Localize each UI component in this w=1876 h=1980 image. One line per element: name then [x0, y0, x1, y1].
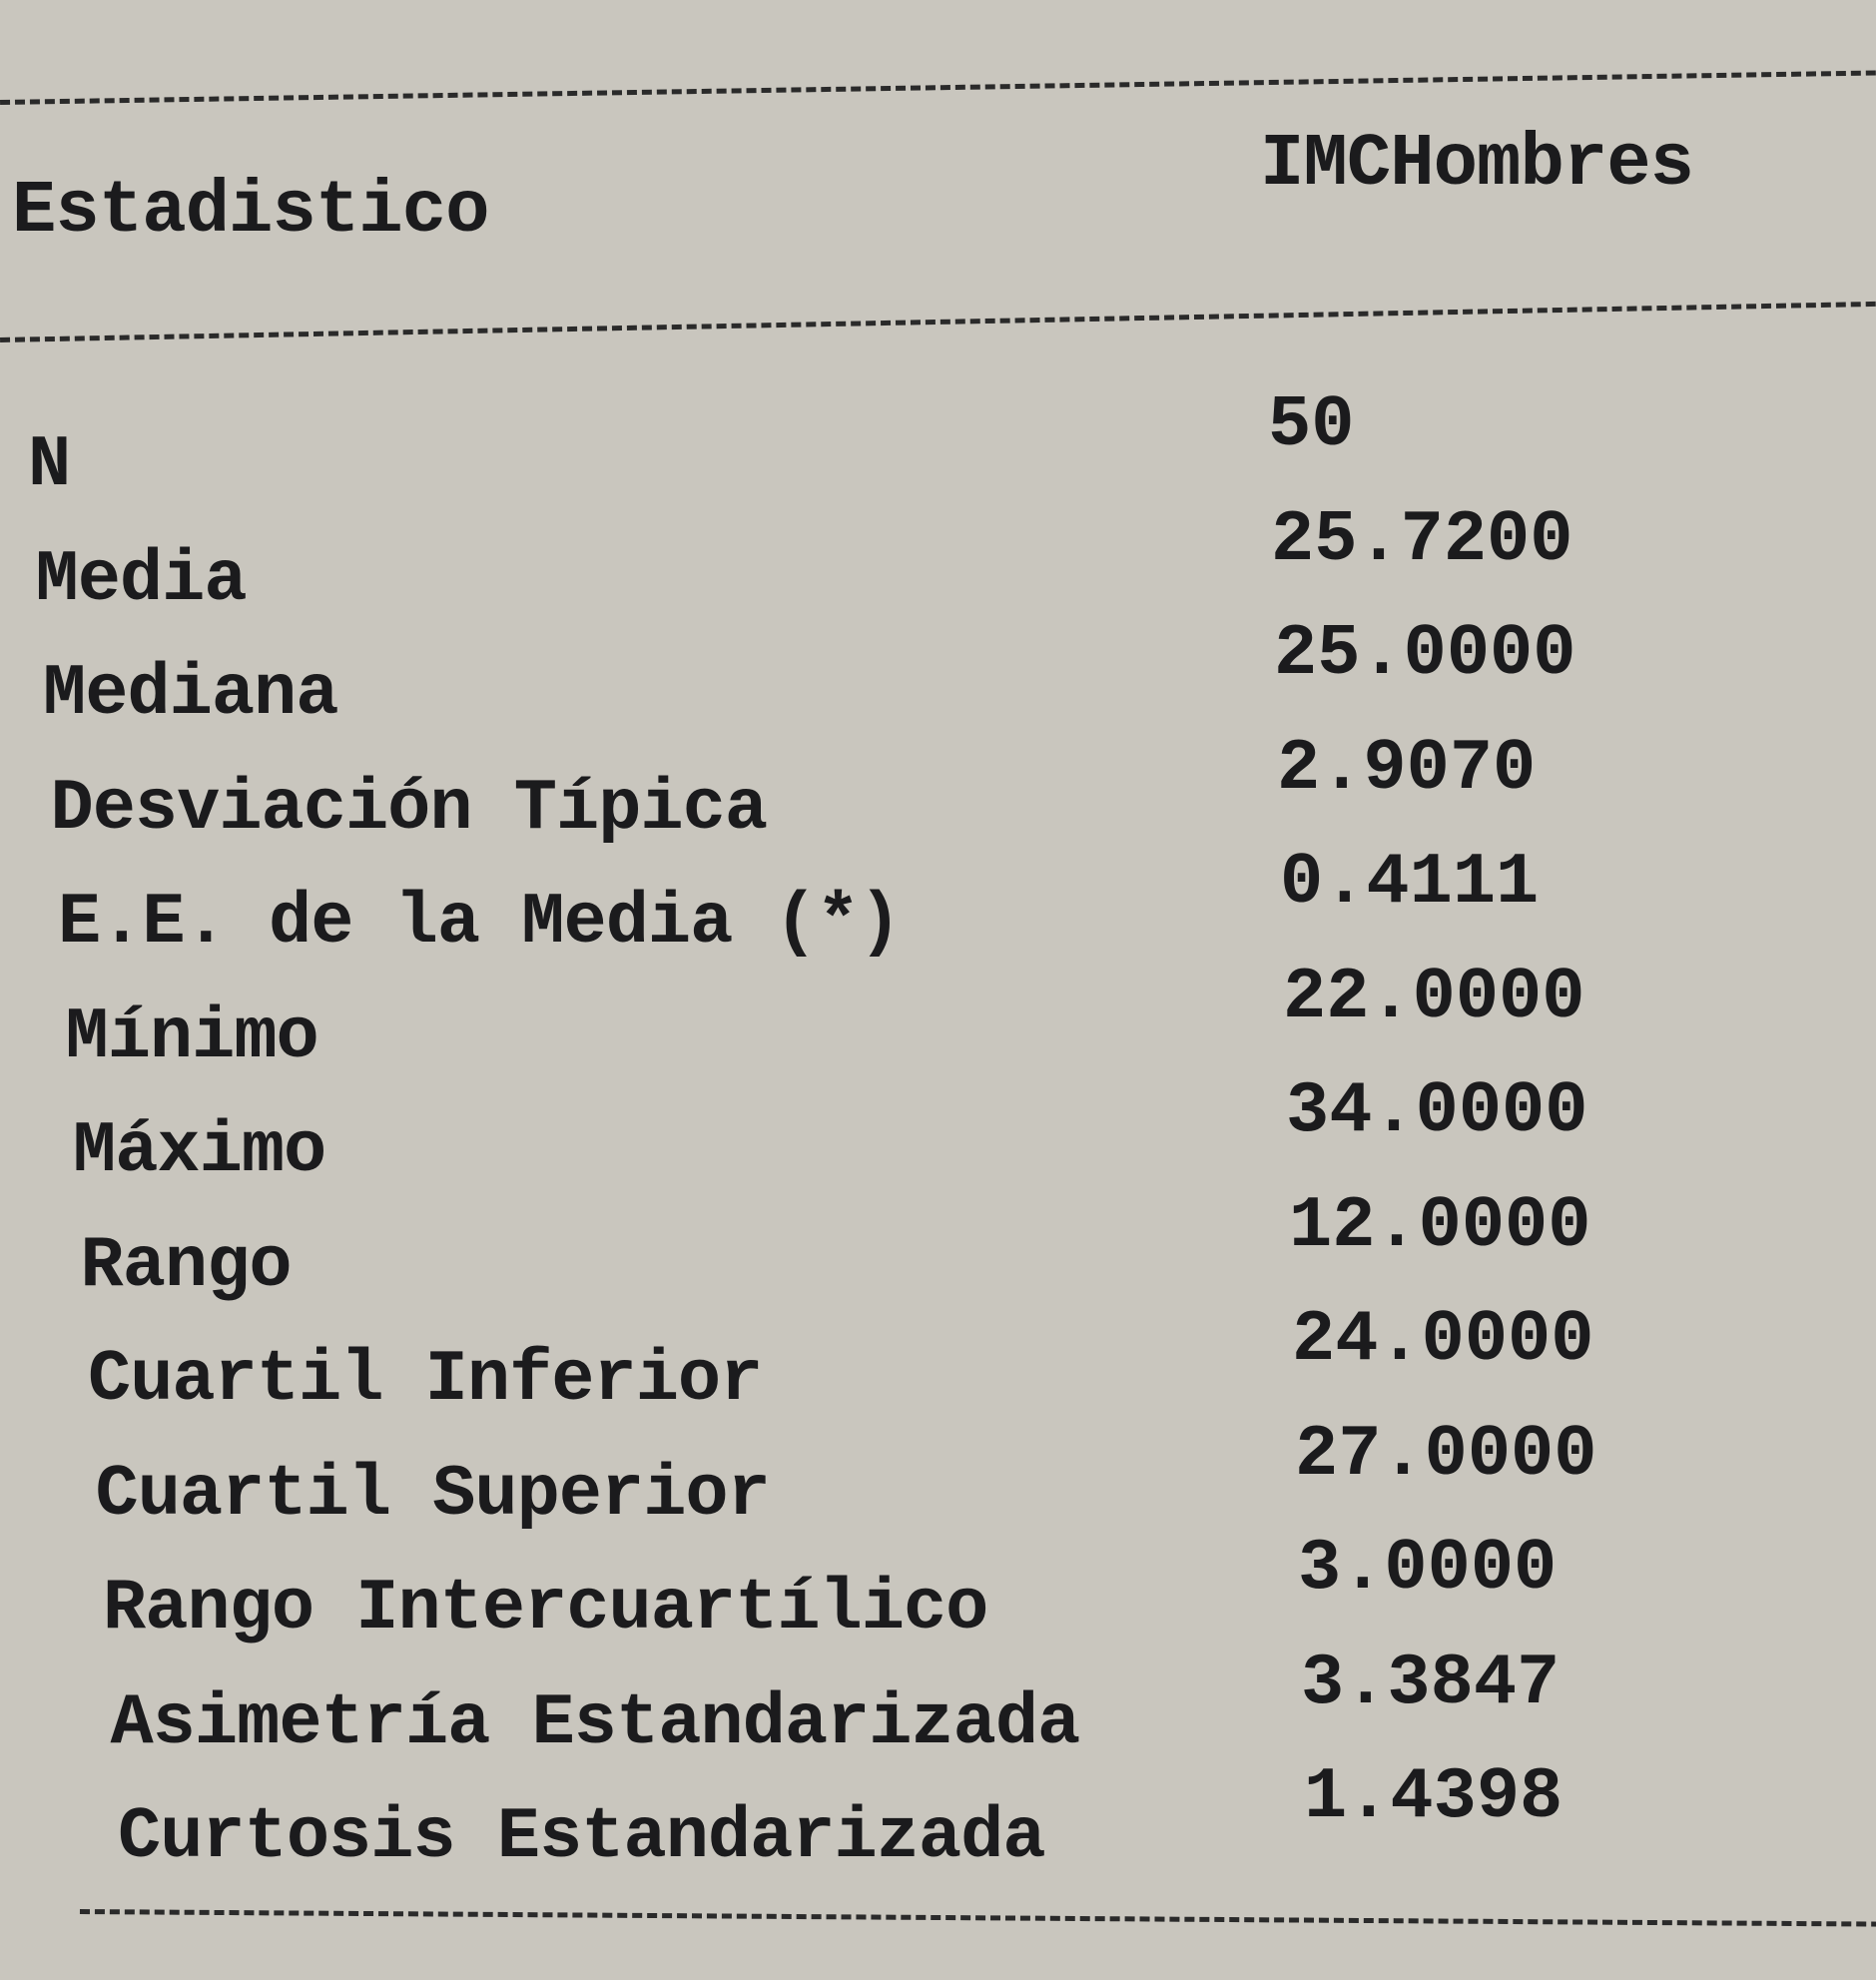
statistic-value: 34.0000: [1286, 1070, 1588, 1152]
table-row: Máximo 34.0000: [0, 1075, 1876, 1225]
table-row: Curtosis Estandarizada 1.4398: [0, 1761, 1876, 1911]
statistic-label: Mínimo: [65, 995, 319, 1078]
statistic-label: Mediana: [43, 653, 338, 735]
statistic-label: Desviación Típica: [50, 767, 769, 850]
header-statistic: Estadistico: [12, 170, 489, 254]
statistic-label: Máximo: [73, 1110, 326, 1192]
statistic-label: Rango Intercuartílico: [103, 1568, 988, 1650]
statistic-label: Rango: [80, 1224, 293, 1307]
statistic-label: Curtosis Estandarizada: [118, 1796, 1046, 1878]
statistic-value: 25.7200: [1271, 498, 1573, 581]
table-row: Rango Intercuartílico 3.0000: [0, 1533, 1876, 1682]
statistic-value: 25.0000: [1274, 613, 1576, 695]
statistic-label: Cuartil Superior: [95, 1453, 771, 1536]
top-divider: [0, 70, 1876, 105]
statistic-value: 24.0000: [1292, 1299, 1594, 1381]
statistic-value: 50: [1268, 384, 1355, 466]
table-row: Mediana 25.0000: [0, 618, 1876, 768]
statistic-label: N: [28, 424, 71, 506]
table-row: Rango 12.0000: [0, 1190, 1876, 1340]
table-row: Cuartil Inferior 24.0000: [0, 1304, 1876, 1454]
statistic-value: 3.3847: [1301, 1642, 1561, 1724]
statistic-label: E.E. de la Media (*): [58, 882, 902, 964]
header-divider: [0, 301, 1876, 342]
statistic-value: 1.4398: [1304, 1756, 1563, 1838]
statistic-label: Cuartil Inferior: [88, 1339, 763, 1421]
bottom-divider: [79, 1909, 1876, 1928]
table-row: E.E. de la Media (*) 0.4111: [0, 847, 1876, 996]
table-row: Media 25.7200: [0, 504, 1876, 654]
table-row: Desviación Típica 2.9070: [0, 733, 1876, 883]
statistic-label: Media: [35, 538, 248, 621]
table-row: Mínimo 22.0000: [0, 962, 1876, 1111]
statistic-value: 22.0000: [1283, 956, 1585, 1038]
statistic-value: 27.0000: [1295, 1413, 1597, 1496]
table-row: N 50: [0, 389, 1876, 539]
statistic-value: 3.0000: [1298, 1528, 1558, 1610]
table-row: Asimetría Estandarizada 3.3847: [0, 1648, 1876, 1797]
statistic-value: 2.9070: [1277, 727, 1537, 810]
statistic-value: 0.4111: [1280, 842, 1540, 924]
statistic-label: Asimetría Estandarizada: [110, 1681, 1081, 1764]
table-row: Cuartil Superior 27.0000: [0, 1419, 1876, 1569]
header-variable: IMCHombres: [1260, 123, 1694, 207]
statistic-value: 12.0000: [1289, 1184, 1591, 1267]
